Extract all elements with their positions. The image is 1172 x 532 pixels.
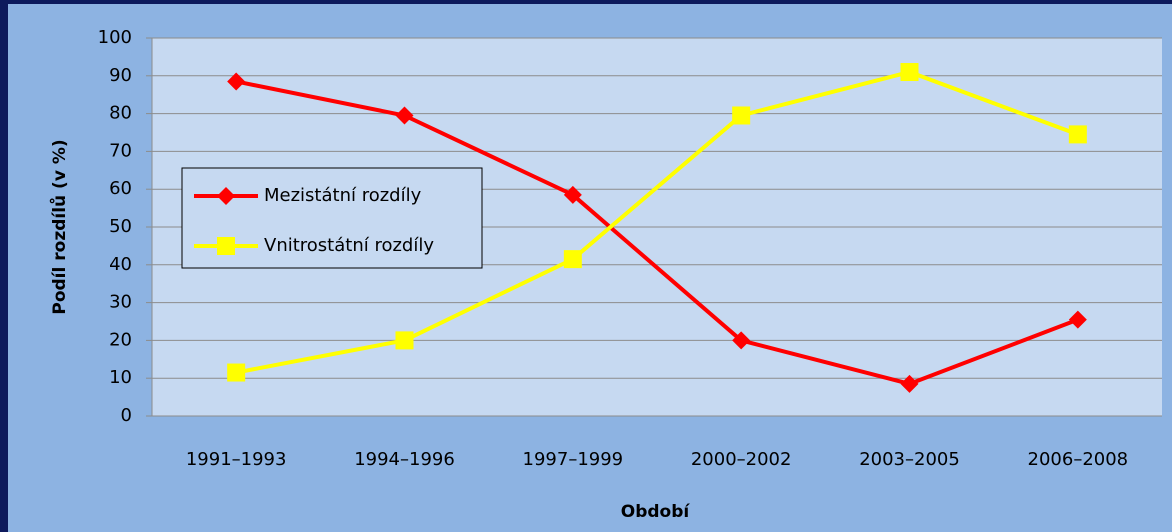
data-point (900, 374, 919, 393)
y-tick-label: 80 (109, 103, 132, 124)
series-line (235, 79, 1079, 386)
y-tick-label: 40 (109, 254, 132, 275)
x-tick-label: 1997–1999 (523, 449, 624, 470)
legend-marker (217, 187, 235, 205)
data-point (732, 106, 751, 125)
data-point (1068, 125, 1087, 144)
data-point (563, 250, 582, 269)
y-tick-label: 10 (109, 367, 132, 388)
series-line (235, 69, 1079, 375)
data-point (395, 331, 414, 350)
data-point (227, 363, 246, 382)
y-tick-label: 70 (109, 140, 132, 161)
y-tick-label: 30 (109, 292, 132, 313)
x-tick-label: 2000–2002 (691, 449, 792, 470)
x-tick-label: 2003–2005 (859, 449, 960, 470)
data-point (227, 72, 246, 91)
y-tick-label: 60 (109, 178, 132, 199)
data-point (563, 185, 582, 204)
data-point (900, 63, 919, 82)
data-point (395, 106, 414, 125)
y-axis-label: Podíl rozdílů (v %) (48, 139, 70, 314)
legend-marker (217, 237, 235, 255)
y-tick-label: 50 (109, 216, 132, 237)
legend-label: Mezistátní rozdíly (264, 185, 422, 206)
x-axis-label: Období (621, 502, 691, 522)
data-point (732, 331, 751, 350)
y-tick-label: 100 (98, 27, 132, 48)
y-tick-label: 20 (109, 329, 132, 350)
data-point (1068, 310, 1087, 329)
x-tick-label: 1991–1993 (186, 449, 287, 470)
y-tick-label: 0 (121, 405, 132, 426)
x-tick-label: 2006–2008 (1028, 449, 1129, 470)
x-tick-label: 1994–1996 (354, 449, 455, 470)
y-tick-label: 90 (109, 65, 132, 86)
legend-label: Vnitrostátní rozdíly (264, 235, 434, 256)
